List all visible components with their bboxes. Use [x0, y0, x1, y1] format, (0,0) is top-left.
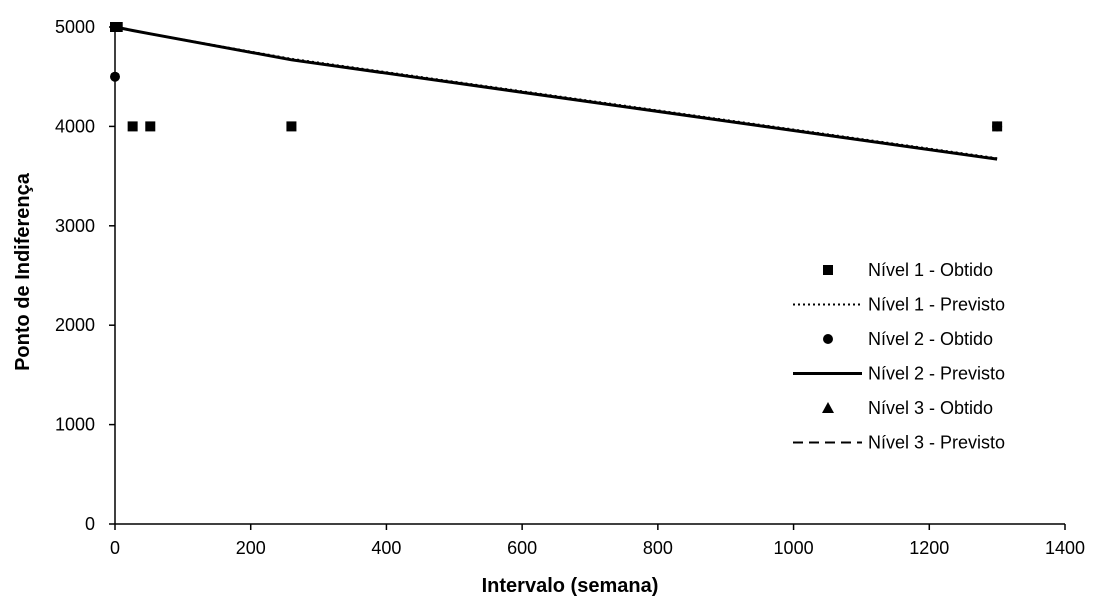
y-tick-label: 1000 [55, 415, 95, 435]
x-tick-label: 400 [371, 538, 401, 558]
y-tick-label: 3000 [55, 216, 95, 236]
legend-marker-1 [823, 265, 833, 275]
x-tick-label: 200 [236, 538, 266, 558]
x-tick-label: 1400 [1045, 538, 1085, 558]
data-point-series-1 [112, 22, 123, 32]
y-tick-label: 2000 [55, 315, 95, 335]
data-point-series-3 [110, 71, 120, 82]
x-ticks: 0 200 400 600 800 1000 1200 1400 [110, 524, 1085, 558]
x-axis-title: Intervalo (semana) [482, 575, 659, 597]
legend-label-5: Nível 3 - Obtido [868, 398, 993, 418]
axes [114, 27, 1065, 525]
x-tick-label: 800 [643, 538, 673, 558]
x-tick-label: 1000 [774, 538, 814, 558]
legend-marker-3 [823, 334, 833, 344]
x-tick-label: 0 [110, 538, 120, 558]
legend: Nível 1 - Obtido Nível 1 - Previsto Nível … [793, 260, 1005, 453]
legend-label-2: Nível 1 - Previsto [868, 295, 1005, 315]
series-lines [114, 25, 998, 161]
series-line-2 [114, 26, 998, 160]
legend-label-3: Nível 2 - Obtido [868, 329, 993, 349]
data-point-series-1 [145, 121, 156, 132]
x-tick-label: 600 [507, 538, 537, 558]
x-tick-label: 1200 [909, 538, 949, 558]
y-tick-label: 0 [85, 514, 95, 534]
y-tick-label: 4000 [55, 116, 95, 136]
legend-label-4: Nível 2 - Previsto [868, 364, 1005, 384]
data-point-series-1 [286, 121, 297, 132]
legend-marker-5 [822, 402, 834, 413]
data-point-series-1 [127, 121, 138, 132]
y-axis-title: Ponto de Indiferença [12, 172, 34, 371]
y-tick-label: 5000 [55, 17, 95, 37]
legend-label-6: Nível 3 - Previsto [868, 433, 1005, 453]
data-point-series-3 [992, 121, 1003, 132]
series-points [110, 22, 1003, 132]
legend-label-1: Nível 1 - Obtido [868, 260, 993, 280]
series-line-6 [114, 26, 998, 160]
y-ticks: 0 1000 2000 3000 4000 5000 [55, 17, 115, 534]
